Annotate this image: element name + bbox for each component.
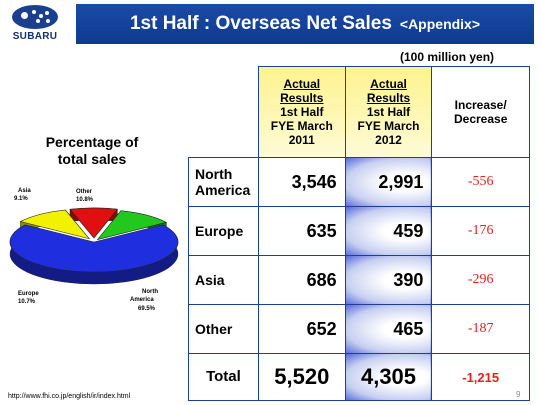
header-blank-cell bbox=[188, 66, 259, 158]
total-fy2011: 5,520 bbox=[257, 353, 346, 401]
pie-label-other: Other bbox=[76, 189, 93, 195]
pie-value-other: 10.8% bbox=[76, 197, 94, 203]
total-fy2012: 4,305 bbox=[344, 353, 433, 401]
footer-url[interactable]: http://www.fhi.co.jp/english/ir/index.ht… bbox=[8, 393, 131, 400]
header-change-line2: Decrease bbox=[453, 112, 508, 126]
header-fy2012-line2: Results bbox=[366, 91, 411, 105]
pie-chart: Asia 9.1% Other 10.8% Europe 10.7% North… bbox=[9, 188, 179, 312]
slice-other bbox=[96, 210, 168, 241]
table-row: North America 3,546 2,991 -556 bbox=[188, 157, 530, 207]
total-change: -1,215 bbox=[431, 353, 530, 401]
header-fy2011-line2: Results bbox=[280, 91, 324, 105]
sales-table: Actual Results 1st Half FYE March 2011 A… bbox=[188, 66, 530, 401]
pleiades-emblem-icon bbox=[12, 5, 58, 29]
header-fy2012-line1: Actual bbox=[370, 77, 407, 91]
page-number: 9 bbox=[516, 390, 521, 399]
table-row: Asia 686 390 -296 bbox=[188, 255, 530, 305]
total-label: Total bbox=[188, 353, 259, 401]
cell-fy2011: 652 bbox=[257, 304, 346, 354]
cell-change: -556 bbox=[431, 157, 530, 207]
cell-fy2012: 465 bbox=[344, 304, 433, 354]
row-label: Europe bbox=[188, 206, 259, 256]
pie-label-na-line2: America bbox=[130, 297, 154, 303]
pie-title-line1: Percentage of bbox=[45, 134, 139, 150]
pie-label-asia: Asia bbox=[18, 188, 31, 194]
cell-fy2012: 2,991 bbox=[344, 157, 433, 207]
slice-asia bbox=[69, 207, 118, 239]
slice-north-america bbox=[9, 224, 179, 273]
table-total-row: Total 5,520 4,305 -1,215 bbox=[188, 353, 530, 401]
header-fy2012: Actual Results 1st Half FYE March 2012 bbox=[344, 66, 433, 158]
row-label: Asia bbox=[188, 255, 259, 305]
cell-change: -296 bbox=[431, 255, 530, 305]
header-fy2011-line4: FYE March bbox=[270, 119, 333, 133]
header: SUBARU 1st Half : Overseas Net Sales <Ap… bbox=[0, 0, 540, 48]
header-fy2011-line3: 1st Half bbox=[280, 105, 324, 119]
page-title-suffix: <Appendix> bbox=[399, 16, 481, 32]
pie-value-asia: 9.1% bbox=[14, 196, 28, 202]
pie-value-europe: 10.7% bbox=[18, 299, 36, 305]
header-fy2011-line5: 2011 bbox=[288, 133, 315, 147]
cell-fy2011: 635 bbox=[257, 206, 346, 256]
cell-fy2012: 390 bbox=[344, 255, 433, 305]
cell-change: -176 bbox=[431, 206, 530, 256]
cell-change: -187 bbox=[431, 304, 530, 354]
pie-title: Percentage of total sales bbox=[22, 134, 162, 168]
pie-label-na-line1: North bbox=[142, 289, 158, 295]
pie-title-line2: total sales bbox=[57, 151, 127, 167]
row-label: North America bbox=[188, 157, 259, 207]
pie-value-na: 69.5% bbox=[138, 306, 156, 312]
table-row: Europe 635 459 -176 bbox=[188, 206, 530, 256]
header-fy2011-line1: Actual bbox=[283, 77, 321, 91]
unit-label: (100 million yen) bbox=[400, 50, 495, 64]
cell-fy2011: 686 bbox=[257, 255, 346, 305]
header-change: Increase/ Decrease bbox=[431, 66, 530, 158]
page-title: 1st Half : Overseas Net Sales bbox=[129, 13, 392, 34]
row-label-line1: North bbox=[195, 166, 233, 182]
cell-fy2011: 3,546 bbox=[257, 157, 346, 207]
slice-europe bbox=[19, 209, 91, 240]
table-header-row: Actual Results 1st Half FYE March 2011 A… bbox=[188, 66, 530, 158]
header-fy2011: Actual Results 1st Half FYE March 2011 bbox=[257, 66, 346, 158]
pie-label-europe: Europe bbox=[18, 291, 39, 297]
header-change-line1: Increase/ bbox=[454, 98, 507, 112]
title-bar: 1st Half : Overseas Net Sales <Appendix> bbox=[76, 4, 534, 44]
table-row: Other 652 465 -187 bbox=[188, 304, 530, 354]
header-fy2012-line4: FYE March bbox=[357, 119, 420, 133]
subaru-logo: SUBARU bbox=[6, 5, 64, 45]
pie-slices bbox=[9, 207, 179, 285]
row-label: Other bbox=[188, 304, 259, 354]
logo-text: SUBARU bbox=[12, 31, 58, 42]
row-label-line2: America bbox=[195, 182, 251, 198]
header-fy2012-line5: 2012 bbox=[375, 133, 402, 147]
header-fy2012-line3: 1st Half bbox=[366, 105, 411, 119]
cell-fy2012: 459 bbox=[344, 206, 433, 256]
